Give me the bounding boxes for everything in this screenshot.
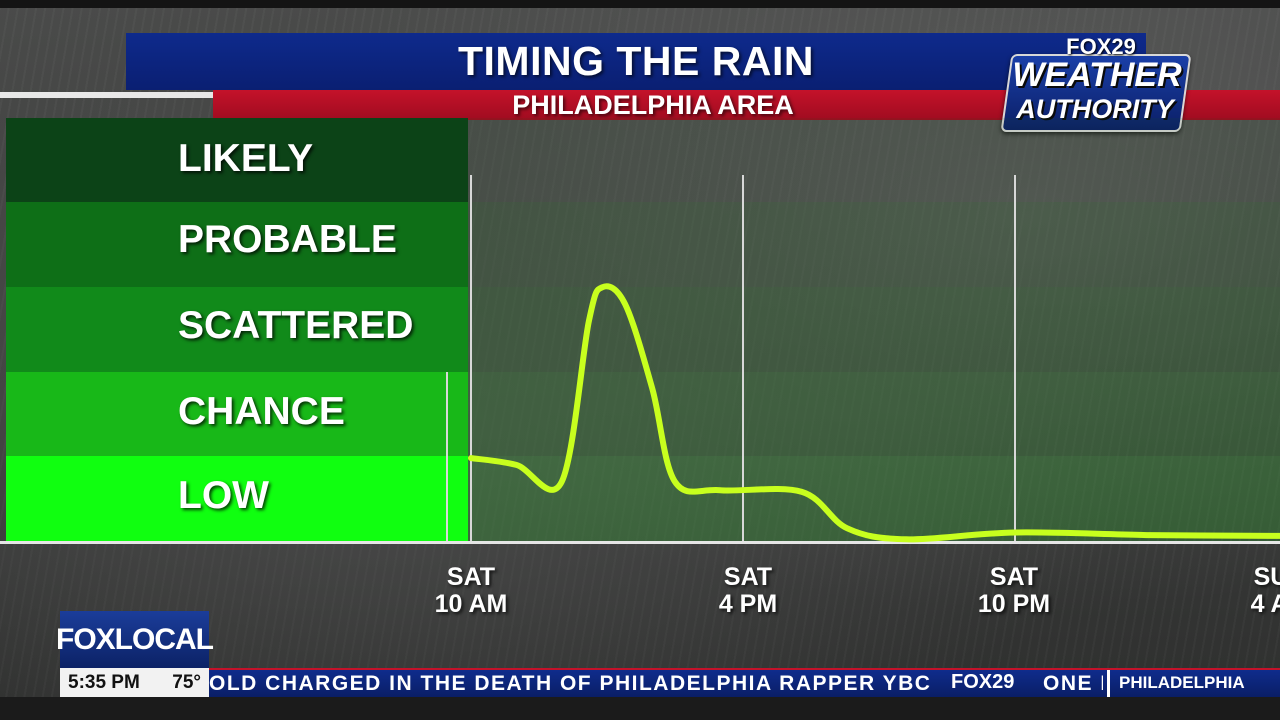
fox-local-logo: FOXLOCAL bbox=[56, 611, 214, 668]
page-title: TIMING THE RAIN bbox=[458, 38, 814, 84]
x-tick-day: SAT bbox=[446, 563, 496, 591]
header-rule bbox=[0, 92, 213, 98]
x-tick-sat-10pm: SAT 10 PM bbox=[944, 564, 1084, 618]
x-tick-sat-10am: SAT 10 AM bbox=[401, 564, 541, 618]
ticker-headline: OLD CHARGED IN THE DEATH OF PHILADELPHIA… bbox=[209, 672, 939, 695]
ticker-next-headline: ONE M bbox=[1043, 672, 1103, 695]
title-bar: TIMING THE RAIN bbox=[126, 33, 1146, 90]
band-label-probable: PROBABLE bbox=[178, 218, 397, 261]
ticker-location: PHILADELPHIA bbox=[1119, 673, 1245, 692]
x-tick-sat-4pm: SAT 4 PM bbox=[678, 564, 818, 618]
x-tick-time: 10 PM bbox=[977, 590, 1051, 618]
news-ticker: OLD CHARGED IN THE DEATH OF PHILADELPHIA… bbox=[209, 668, 1280, 697]
x-tick-day: SUN bbox=[1253, 563, 1280, 591]
band-low bbox=[6, 456, 468, 541]
band-label-low: LOW bbox=[178, 474, 269, 517]
gridline-sat-10pm bbox=[1014, 175, 1016, 543]
time-temp-box: 5:35 PM 75° bbox=[60, 668, 209, 697]
clock-time: 5:35 PM bbox=[68, 671, 140, 693]
x-tick-time: 4 AM bbox=[1250, 590, 1280, 618]
temperature: 75° bbox=[172, 671, 201, 693]
plot-tint-likely bbox=[468, 118, 1280, 202]
band-label-scattered: SCATTERED bbox=[178, 304, 414, 347]
gridline-sat-10am bbox=[470, 175, 472, 543]
x-tick-day: SAT bbox=[723, 563, 773, 591]
band-chance bbox=[6, 372, 468, 456]
band-probable bbox=[6, 202, 468, 287]
plot-area bbox=[468, 118, 1280, 543]
plot-tint-scattered bbox=[468, 287, 1280, 372]
weather-authority-logo: FOX29 WEATHER AUTHORITY bbox=[1000, 34, 1192, 132]
band-label-chance: CHANCE bbox=[178, 390, 345, 433]
band-label-likely: LIKELY bbox=[178, 137, 314, 180]
x-tick-time: 4 PM bbox=[718, 590, 778, 618]
x-tick-time: 10 AM bbox=[434, 590, 508, 618]
plot-tint-chance bbox=[468, 372, 1280, 456]
logo-line1: WEATHER bbox=[1012, 56, 1182, 94]
plot-tint-low bbox=[468, 456, 1280, 541]
logo-network: FOX29 bbox=[1066, 34, 1136, 59]
bottom-border bbox=[0, 697, 1280, 720]
page-subtitle: PHILADELPHIA AREA bbox=[512, 89, 794, 120]
logo-line2: AUTHORITY bbox=[1016, 94, 1174, 124]
x-tick-day: SAT bbox=[989, 563, 1039, 591]
band-likely bbox=[6, 118, 468, 202]
ticker-divider bbox=[1107, 670, 1110, 697]
x-axis-baseline bbox=[0, 541, 1280, 544]
gridline-sat-4pm bbox=[742, 175, 744, 543]
ticker-fox29-logo: FOX29 bbox=[951, 671, 1015, 693]
rain-probability-line bbox=[468, 283, 1280, 543]
x-tick-sun-4am: SUN 4 AM bbox=[1210, 564, 1280, 618]
band-scattered bbox=[6, 287, 468, 372]
plot-tint-probable bbox=[468, 202, 1280, 287]
top-border bbox=[0, 0, 1280, 8]
gridline-left-edge bbox=[446, 372, 448, 542]
